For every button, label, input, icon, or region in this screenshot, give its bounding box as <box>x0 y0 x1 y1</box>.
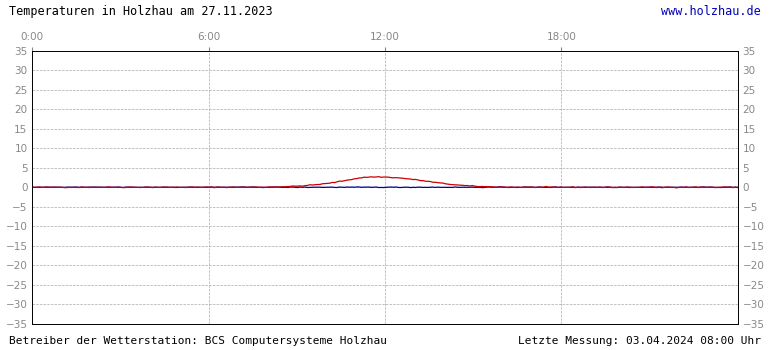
Text: Temperaturen in Holzhau am 27.11.2023: Temperaturen in Holzhau am 27.11.2023 <box>9 5 273 18</box>
Text: Letzte Messung: 03.04.2024 08:00 Uhr: Letzte Messung: 03.04.2024 08:00 Uhr <box>517 336 761 346</box>
Text: Betreiber der Wetterstation: BCS Computersysteme Holzhau: Betreiber der Wetterstation: BCS Compute… <box>9 336 387 346</box>
Text: www.holzhau.de: www.holzhau.de <box>661 5 761 18</box>
